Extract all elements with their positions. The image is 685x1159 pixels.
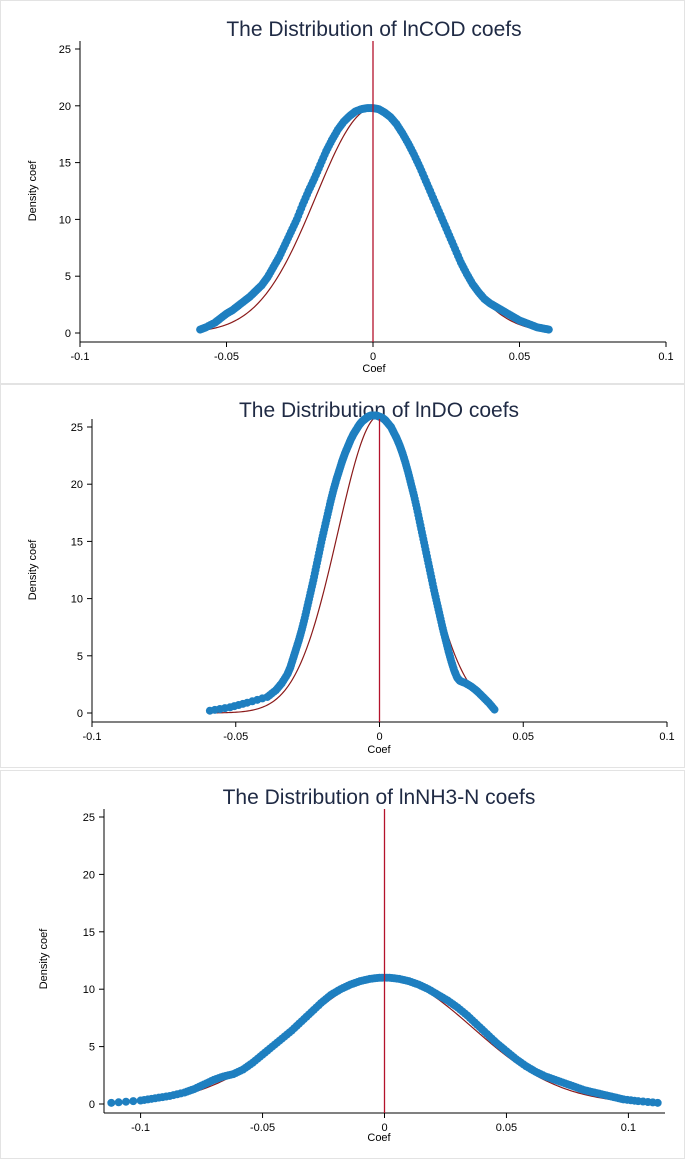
chart-title: The Distribution of lnCOD coefs (226, 18, 521, 41)
y-tick-label: 25 (83, 812, 95, 824)
chart-panel-lncod: The Distribution of lnCOD coefs Density … (0, 0, 685, 384)
chart-lndo: The Distribution of lnDO coefs Density c… (27, 399, 675, 756)
chart-panel-lnnh3n: The Distribution of lnNH3-N coefs Densit… (0, 770, 685, 1159)
y-tick-label: 15 (83, 927, 95, 939)
chart-title: The Distribution of lnNH3-N coefs (223, 786, 536, 809)
y-tick-label: 5 (65, 271, 71, 283)
x-tick-label: -0.1 (83, 731, 102, 743)
data-point (114, 1098, 123, 1107)
chart-lnnh3n: The Distribution of lnNH3-N coefs Densit… (38, 786, 665, 1144)
y-tick-label: 25 (71, 422, 83, 434)
data-point (129, 1097, 138, 1106)
x-tick-label: -0.05 (214, 351, 239, 363)
data-point (544, 325, 553, 334)
y-tick-label: 0 (89, 1099, 95, 1111)
x-tick-label: -0.1 (131, 1122, 150, 1134)
x-tick-label: 0.05 (509, 351, 530, 363)
y-tick-label: 15 (59, 158, 71, 170)
x-tick-label: 0.05 (496, 1122, 517, 1134)
x-axis-title: Coef (362, 363, 386, 375)
y-tick-label: 20 (71, 479, 83, 491)
data-point (490, 705, 499, 714)
y-axis-title: Density coef (27, 539, 39, 600)
x-tick-label: -0.1 (71, 351, 90, 363)
x-axis-title: Coef (367, 744, 391, 756)
x-tick-label: -0.05 (223, 731, 248, 743)
x-axis-title: Coef (367, 1132, 391, 1144)
x-tick-label: 0.05 (513, 731, 534, 743)
y-axis-title: Density coef (27, 160, 39, 221)
y-tick-label: 10 (71, 594, 83, 606)
chart-marks: 0 5 10 15 20 25 -0.1 -0.05 0 0.05 0.1 (59, 41, 674, 363)
y-tick-label: 10 (59, 214, 71, 226)
y-tick-label: 5 (89, 1042, 95, 1054)
x-tick-label: 0 (381, 1122, 387, 1134)
data-point (653, 1098, 662, 1107)
data-point (107, 1098, 116, 1107)
x-tick-label: 0 (376, 731, 382, 743)
y-tick-label: 20 (59, 101, 71, 113)
x-tick-label: 0.1 (658, 351, 673, 363)
y-tick-label: 10 (83, 984, 95, 996)
x-tick-label: 0.1 (659, 731, 674, 743)
x-tick-label: -0.05 (250, 1122, 275, 1134)
y-tick-label: 5 (77, 651, 83, 663)
y-axis-title: Density coef (38, 928, 50, 989)
chart-marks: 0 5 10 15 20 25 -0.1 -0.05 0 0.05 0.1 (83, 809, 665, 1134)
y-tick-label: 0 (77, 708, 83, 720)
y-tick-label: 0 (65, 328, 71, 340)
data-point (121, 1097, 130, 1106)
x-tick-label: 0.1 (621, 1122, 636, 1134)
chart-lncod: The Distribution of lnCOD coefs Density … (27, 18, 674, 375)
y-tick-label: 15 (71, 536, 83, 548)
x-tick-label: 0 (370, 351, 376, 363)
y-tick-label: 25 (59, 44, 71, 56)
chart-title: The Distribution of lnDO coefs (239, 399, 519, 422)
chart-marks: 0 5 10 15 20 25 -0.1 -0.05 0 0.05 0.1 (71, 411, 675, 743)
y-tick-label: 20 (83, 869, 95, 881)
chart-panel-lndo: The Distribution of lnDO coefs Density c… (0, 384, 685, 768)
